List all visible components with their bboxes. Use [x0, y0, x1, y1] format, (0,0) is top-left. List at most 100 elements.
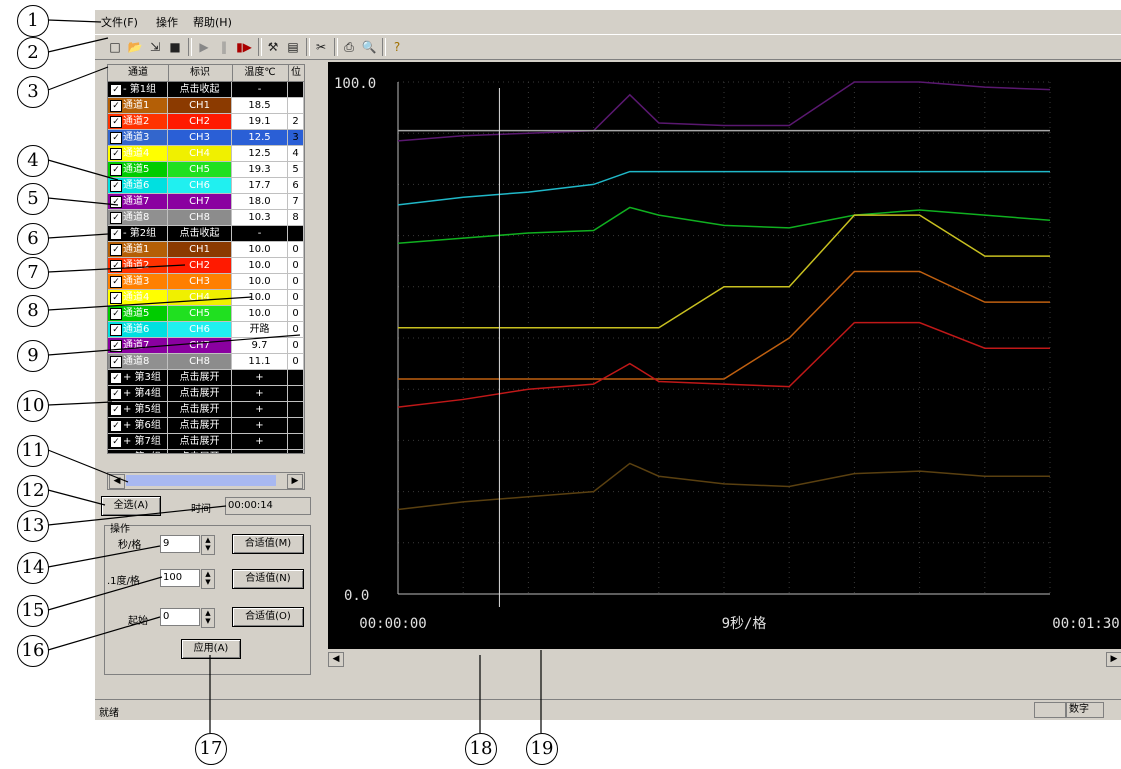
play-icon[interactable]: ▶	[199, 40, 209, 54]
cell-name[interactable]: - 第1组	[108, 82, 168, 98]
start-spinner[interactable]: ▲ ▼	[201, 608, 215, 628]
cell-name[interactable]: 通道8	[108, 210, 168, 226]
menu-operate[interactable]: 操作	[156, 16, 178, 29]
temperature-chart[interactable]: 100.0 0.0 00:00:00 9秒/格 00:01:30	[328, 62, 1121, 649]
group-row[interactable]: + 第3组 点击展开 + ✓	[108, 370, 304, 386]
cell-name[interactable]: 通道6	[108, 178, 168, 194]
cell-name[interactable]: - 第2组	[108, 226, 168, 242]
cell-name[interactable]: + 第7组	[108, 434, 168, 450]
fit-m-button[interactable]: 合适值(M)	[232, 534, 304, 554]
new-file-icon[interactable]: □	[109, 40, 121, 54]
group-row[interactable]: + 第6组 点击展开 + ✓	[108, 418, 304, 434]
row-checkbox[interactable]: ✓	[110, 116, 122, 128]
row-checkbox[interactable]: ✓	[110, 388, 122, 400]
group-row[interactable]: - 第2组 点击收起 - ✓	[108, 226, 304, 242]
channel-row[interactable]: 通道2 CH2 19.1 2 ✓	[108, 114, 304, 130]
cell-name[interactable]: 通道5	[108, 306, 168, 322]
row-checkbox[interactable]: ✓	[110, 276, 122, 288]
open-folder-icon[interactable]: 📂	[127, 40, 143, 54]
channel-row[interactable]: 通道1 CH1 10.0 0 ✓	[108, 242, 304, 258]
row-checkbox[interactable]: ✓	[110, 244, 122, 256]
chart-scrollbar[interactable]: ◀ ▶	[328, 651, 1121, 667]
cell-name[interactable]: 通道6	[108, 322, 168, 338]
row-checkbox[interactable]: ✓	[110, 404, 122, 416]
channel-row[interactable]: 通道8 CH8 11.1 0 ✓	[108, 354, 304, 370]
row-checkbox[interactable]: ✓	[110, 180, 122, 192]
stop-record-icon[interactable]: ▮▶	[236, 40, 252, 54]
row-checkbox[interactable]: ✓	[110, 212, 122, 224]
cell-name[interactable]: 通道5	[108, 162, 168, 178]
print-preview-icon[interactable]: 🔍	[361, 40, 377, 54]
menu-file[interactable]: 文件(F)	[101, 16, 138, 29]
channel-row[interactable]: 通道5 CH5 19.3 5 ✓	[108, 162, 304, 178]
row-checkbox[interactable]: ✓	[110, 164, 122, 176]
scroll-right-icon[interactable]: ▶	[287, 474, 303, 489]
settings-icon[interactable]: ▤	[287, 40, 299, 54]
cell-name[interactable]: 通道4	[108, 146, 168, 162]
row-checkbox[interactable]: ✓	[110, 228, 122, 240]
header-channel[interactable]: 通道	[108, 65, 169, 81]
cell-name[interactable]: 通道7	[108, 194, 168, 210]
row-checkbox[interactable]: ✓	[110, 324, 122, 336]
header-tag[interactable]: 标识	[168, 65, 233, 81]
cell-name[interactable]: 通道4	[108, 290, 168, 306]
fit-o-button[interactable]: 合适值(O)	[232, 607, 304, 627]
group-row[interactable]: + 第5组 点击展开 + ✓	[108, 402, 304, 418]
row-checkbox[interactable]: ✓	[110, 356, 122, 368]
chart-scroll-right-icon[interactable]: ▶	[1106, 652, 1121, 667]
row-checkbox[interactable]: ✓	[110, 84, 122, 96]
sec-per-div-input[interactable]: 9	[160, 535, 200, 553]
row-checkbox[interactable]: ✓	[110, 196, 122, 208]
row-checkbox[interactable]: ✓	[110, 452, 122, 453]
row-checkbox[interactable]: ✓	[110, 420, 122, 432]
channel-row[interactable]: 通道7 CH7 18.0 7 ✓	[108, 194, 304, 210]
group-row[interactable]: + 第7组 点击展开 + ✓	[108, 434, 304, 450]
row-checkbox[interactable]: ✓	[110, 372, 122, 384]
group-row[interactable]: + 第4组 点击展开 + ✓	[108, 386, 304, 402]
group-row[interactable]: - 第1组 点击收起 - ✓	[108, 82, 304, 98]
sec-spinner[interactable]: ▲ ▼	[201, 535, 215, 555]
scroll-left-icon[interactable]: ◀	[109, 474, 125, 489]
scroll-thumb[interactable]	[126, 475, 276, 486]
chart-scroll-left-icon[interactable]: ◀	[328, 652, 344, 667]
channel-row[interactable]: 通道4 CH4 10.0 0 ✓	[108, 290, 304, 306]
cell-name[interactable]: 通道3	[108, 274, 168, 290]
help-icon[interactable]: ?	[393, 40, 401, 54]
menu-help[interactable]: 帮助(H)	[193, 16, 232, 29]
row-checkbox[interactable]: ✓	[110, 436, 122, 448]
print-icon[interactable]: ⎙	[344, 40, 354, 54]
scissors-icon[interactable]: ✂	[315, 40, 327, 54]
save-icon[interactable]: ■	[169, 40, 181, 54]
pause-icon[interactable]: ‖	[221, 40, 227, 54]
row-checkbox[interactable]: ✓	[110, 340, 122, 352]
cell-name[interactable]: 通道1	[108, 98, 168, 114]
row-checkbox[interactable]: ✓	[110, 308, 122, 320]
cell-name[interactable]: + 第4组	[108, 386, 168, 402]
channel-row[interactable]: 通道3 CH3 12.5 3 ✓	[108, 130, 304, 146]
tools-icon[interactable]: ⚒	[267, 40, 279, 54]
channel-row[interactable]: 通道6 CH6 17.7 6 ✓	[108, 178, 304, 194]
import-icon[interactable]: ⇲	[149, 40, 161, 54]
row-checkbox[interactable]: ✓	[110, 292, 122, 304]
header-pos[interactable]: 位	[288, 65, 304, 81]
cell-name[interactable]: + 第5组	[108, 402, 168, 418]
row-checkbox[interactable]: ✓	[110, 132, 122, 144]
deg-per-div-input[interactable]: 100	[160, 569, 200, 587]
channel-row[interactable]: 通道4 CH4 12.5 4 ✓	[108, 146, 304, 162]
table-scrollbar[interactable]: ◀ ▶	[107, 472, 305, 490]
channel-row[interactable]: 通道6 CH6 开路 0 ✓	[108, 322, 304, 338]
cell-name[interactable]: 通道8	[108, 354, 168, 370]
chart-panel[interactable]: 100.0 0.0 00:00:00 9秒/格 00:01:30	[328, 62, 1121, 649]
channel-row[interactable]: 通道1 CH1 18.5 ✓	[108, 98, 304, 114]
deg-spinner[interactable]: ▲ ▼	[201, 569, 215, 589]
fit-n-button[interactable]: 合适值(N)	[232, 569, 304, 589]
group-row[interactable]: + 第8组点击展开+ ✓	[108, 450, 304, 453]
cell-name[interactable]: 通道2	[108, 114, 168, 130]
cell-name[interactable]: + 第8组	[108, 450, 168, 453]
row-checkbox[interactable]: ✓	[110, 148, 122, 160]
start-input[interactable]: 0	[160, 608, 200, 626]
cell-name[interactable]: + 第3组	[108, 370, 168, 386]
channel-table[interactable]: 通道 标识 温度℃ 位 - 第1组 点击收起 - ✓ 通道1 CH1 18.5 ✓ 通道2 CH2…	[107, 64, 305, 454]
header-temp[interactable]: 温度℃	[232, 65, 289, 81]
channel-row[interactable]: 通道5 CH5 10.0 0 ✓	[108, 306, 304, 322]
